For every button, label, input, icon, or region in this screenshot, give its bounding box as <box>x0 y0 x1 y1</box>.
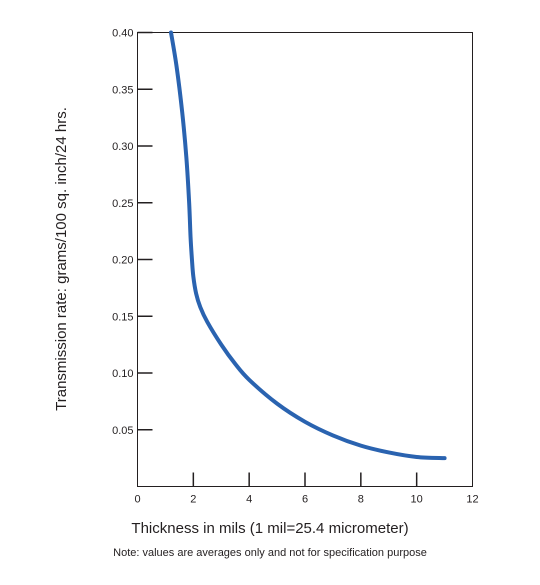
x-tick-label: 0 <box>134 494 140 506</box>
y-tick-label: 0.30 <box>112 141 133 153</box>
x-tick-label: 10 <box>411 494 423 506</box>
y-tick-label: 0.25 <box>112 198 133 210</box>
y-tick-label: 0.35 <box>112 84 133 96</box>
x-tick-label: 4 <box>246 494 252 506</box>
y-axis-ticks: 0.05 0.10 0.15 0.20 0.25 0.30 0.35 0.40 <box>112 28 153 437</box>
x-tick-label: 6 <box>302 494 308 506</box>
y-tick-label: 0.20 <box>112 255 133 267</box>
y-tick-label: 0.15 <box>112 311 133 323</box>
x-tick-label: 12 <box>466 494 478 506</box>
y-tick-label: 0.05 <box>112 425 133 437</box>
plot-frame <box>137 32 473 487</box>
chart-note: Note: values are averages only and not f… <box>113 547 427 559</box>
y-axis-label: Transmission rate: grams/100 sq. inch/24… <box>53 107 70 411</box>
x-tick-label: 8 <box>358 494 364 506</box>
y-tick-label: 0.10 <box>112 368 133 380</box>
y-tick-label: 0.40 <box>112 28 133 40</box>
x-tick-label: 2 <box>190 494 196 506</box>
series-line <box>169 30 447 461</box>
x-axis-label: Thickness in mils (1 mil=25.4 micrometer… <box>131 520 409 537</box>
x-axis-ticks: 0 2 4 6 8 10 12 <box>134 472 479 506</box>
